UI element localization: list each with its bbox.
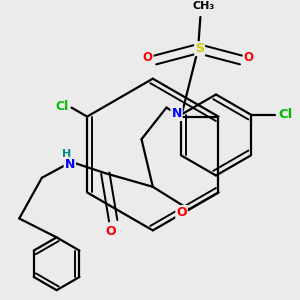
- Text: O: O: [142, 50, 153, 64]
- Text: H: H: [62, 149, 71, 159]
- Text: O: O: [105, 225, 116, 238]
- Text: Cl: Cl: [278, 108, 293, 121]
- Text: O: O: [244, 50, 254, 64]
- Text: N: N: [171, 107, 182, 120]
- Text: N: N: [64, 158, 75, 171]
- Text: O: O: [176, 206, 187, 219]
- Text: CH₃: CH₃: [192, 2, 214, 11]
- Text: S: S: [195, 42, 204, 55]
- Text: Cl: Cl: [56, 100, 69, 112]
